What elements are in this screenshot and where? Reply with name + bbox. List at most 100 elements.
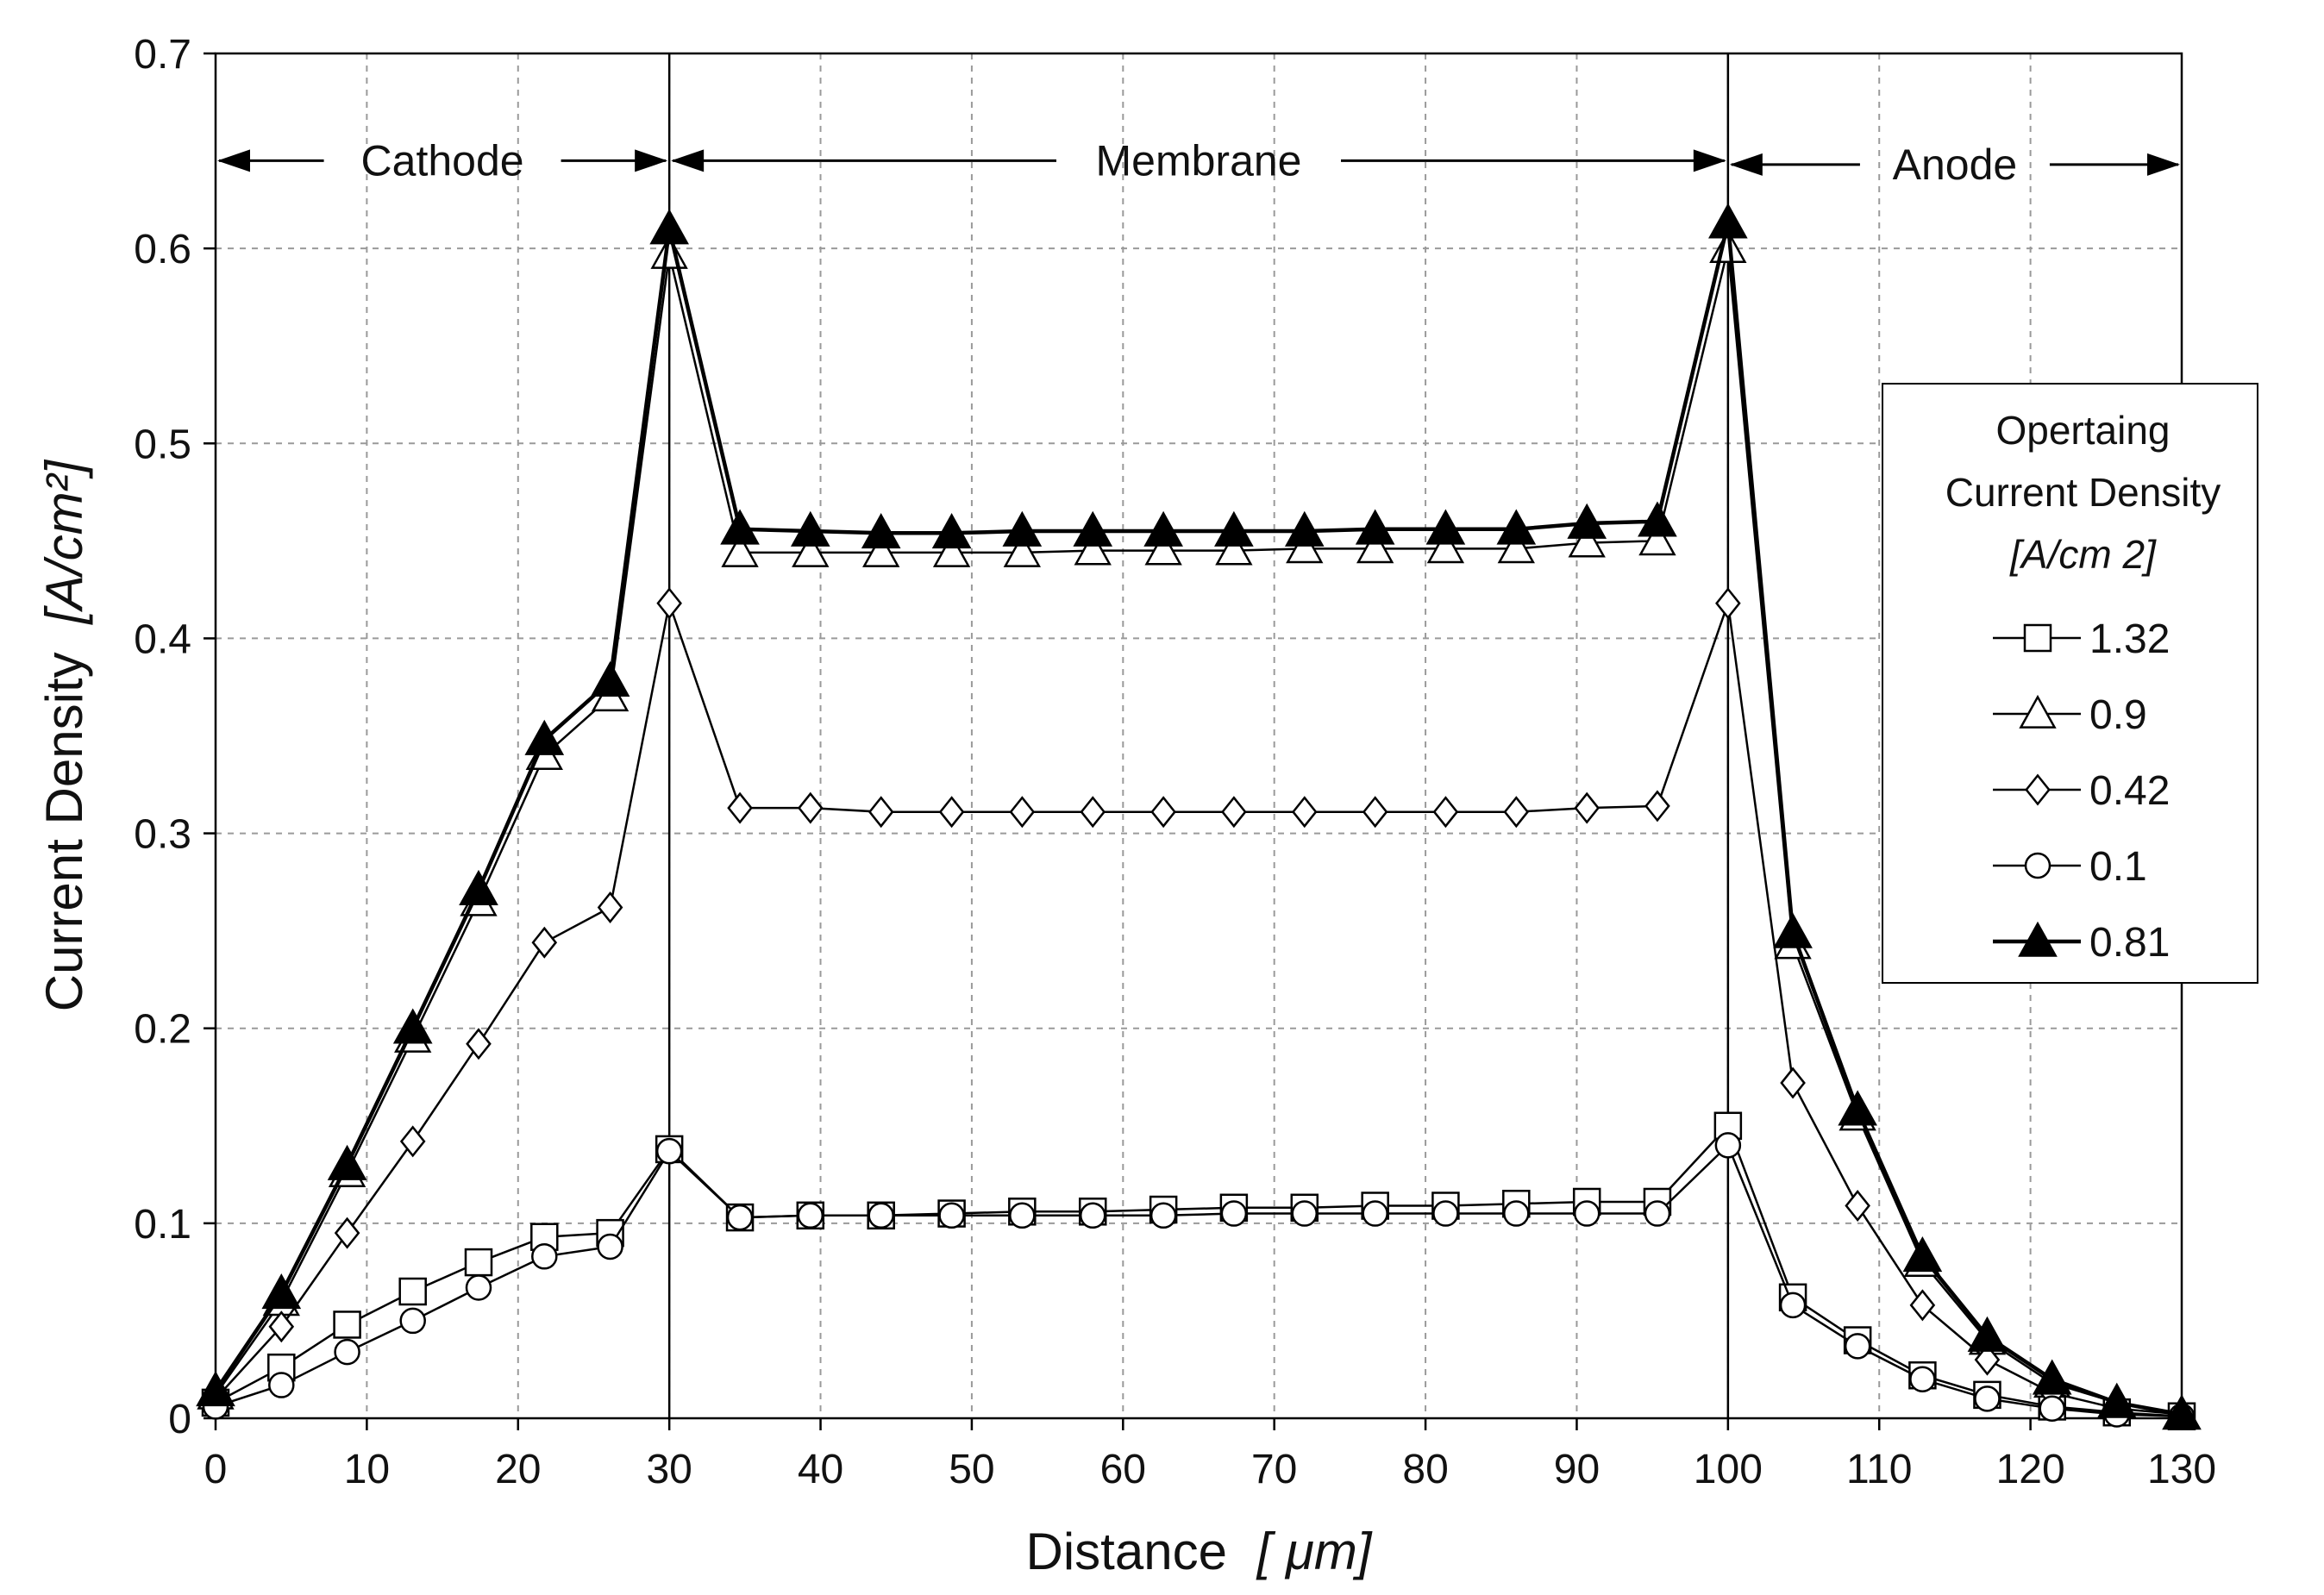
data-point-diamond: [656, 587, 682, 620]
x-tick-label: 10: [344, 1447, 390, 1492]
data-point-triangle-filled: [196, 1371, 235, 1407]
axis-ticks: [204, 52, 2183, 1430]
data-point-diamond: [1909, 1289, 1936, 1322]
legend-title-line-1: Opertaing: [1995, 408, 2170, 453]
data-point-diamond: [727, 791, 753, 824]
data-point-circle: [1291, 1200, 1319, 1227]
y-axis-title: Current Density [A/cm²]: [35, 459, 93, 1011]
data-point-diamond: [334, 1217, 360, 1249]
legend: Opertaing Current Density [A/cm 2] 1.32 0…: [1882, 383, 2258, 984]
x-tick-label: 60: [1100, 1447, 1146, 1492]
x-axis-title-text: Distance: [1026, 1523, 1227, 1580]
data-point-triangle-filled: [1708, 203, 1748, 239]
legend-entry: 1.32: [1993, 616, 2170, 662]
data-point-circle: [1909, 1366, 1936, 1393]
x-tick-label: 70: [1251, 1447, 1297, 1492]
y-axis-unit: [A/cm²]: [35, 459, 93, 625]
data-point-circle: [726, 1204, 754, 1231]
data-point-triangle-filled: [931, 513, 972, 549]
data-point-triangle: [1215, 531, 1253, 566]
data-point-triangle: [2019, 694, 2057, 729]
data-point-triangle-filled: [1638, 501, 1677, 537]
x-axis-unit: [ μm]: [1256, 1523, 1373, 1580]
arrow-right-icon: [1693, 149, 1726, 172]
arrow-right-icon: [635, 149, 668, 172]
data-point-diamond: [1221, 796, 1247, 829]
data-point-diamond: [868, 796, 894, 829]
data-point-diamond: [597, 891, 623, 924]
data-point-triangle: [1003, 533, 1042, 567]
data-point-triangle-filled: [1143, 510, 1183, 547]
legend-label: 1.32: [2089, 616, 2170, 662]
region-cathode: Cathode: [217, 136, 668, 185]
legend-entry: 0.42: [1993, 768, 2170, 814]
legend-entry: 0.1: [1993, 844, 2147, 890]
data-point-circle: [1573, 1200, 1600, 1227]
series-0.1: [202, 1132, 2196, 1429]
data-point-diamond: [1291, 796, 1318, 829]
data-point-triangle-filled: [524, 719, 565, 755]
data-point-square: [464, 1248, 493, 1277]
data-point-triangle-filled: [1355, 509, 1395, 545]
data-point-triangle-filled: [1838, 1090, 1877, 1126]
data-point-square: [333, 1310, 361, 1339]
data-point-circle: [2039, 1395, 2065, 1422]
x-axis-title: Distance [ μm]: [1026, 1523, 1373, 1580]
legend-entry: 0.9: [1993, 692, 2147, 738]
series-0.81: [196, 203, 2202, 1430]
data-point-triangle-filled: [1567, 503, 1607, 539]
data-point-diamond: [1009, 796, 1036, 829]
data-point-circle: [655, 1137, 683, 1165]
series-line: [215, 602, 2183, 1416]
x-tick-label: 110: [1846, 1447, 1913, 1492]
data-point-triangle: [721, 533, 759, 567]
y-tick-label: 0.7: [134, 32, 191, 78]
x-tick-label: 50: [949, 1447, 994, 1492]
data-point-triangle-filled: [2018, 921, 2058, 957]
data-point-diamond: [399, 1125, 426, 1158]
data-point-diamond: [1715, 587, 1741, 620]
data-point-triangle: [932, 533, 971, 567]
data-point-triangle-filled: [392, 1008, 433, 1044]
data-point-circle: [1220, 1200, 1248, 1227]
data-point-triangle-filled: [1773, 912, 1813, 948]
data-point-circle: [2024, 852, 2052, 879]
data-point-triangle-filled: [1425, 509, 1466, 545]
x-axis-tick-labels: 0 10 20 30 40 50 60 70 80 90 100 110 120 130: [204, 1447, 2216, 1492]
data-point-triangle: [1497, 529, 1535, 564]
data-point-circle: [797, 1202, 824, 1229]
arrow-right-icon: [2147, 153, 2180, 176]
region-membrane: Membrane: [671, 136, 1726, 185]
y-tick-label: 0.6: [134, 227, 191, 272]
y-tick-label: 0.5: [134, 422, 191, 467]
arrow-left-icon: [217, 149, 250, 172]
x-tick-label: 100: [1694, 1447, 1763, 1492]
data-point-triangle: [1074, 531, 1112, 566]
data-point-square: [2023, 623, 2052, 653]
legend-label: 0.42: [2089, 768, 2170, 814]
data-point-circle: [597, 1233, 623, 1260]
legend-title-line-3: [A/cm 2]: [2009, 532, 2157, 577]
data-point-diamond: [1150, 796, 1176, 829]
data-point-circle: [268, 1372, 295, 1398]
data-point-square: [398, 1277, 427, 1306]
region-label: Membrane: [1096, 136, 1302, 185]
x-tick-label: 0: [204, 1447, 228, 1492]
y-tick-label: 0.3: [134, 812, 191, 858]
data-point-triangle-filled: [1214, 510, 1254, 547]
data-point-circle: [1149, 1202, 1177, 1229]
data-point-triangle-filled: [1284, 510, 1325, 547]
data-series: [196, 203, 2202, 1430]
data-point-triangle: [1356, 529, 1394, 564]
legend-entry: 0.81: [1993, 920, 2170, 966]
data-point-diamond: [1503, 796, 1530, 829]
data-point-circle: [1974, 1385, 2001, 1412]
data-point-diamond: [268, 1310, 295, 1343]
y-axis-title-text: Current Density: [35, 652, 93, 1011]
data-point-circle: [334, 1338, 360, 1366]
data-point-circle: [465, 1274, 492, 1301]
y-tick-label: 0.2: [134, 1007, 191, 1053]
data-point-diamond: [1845, 1190, 1870, 1223]
legend-label: 0.1: [2089, 844, 2147, 890]
